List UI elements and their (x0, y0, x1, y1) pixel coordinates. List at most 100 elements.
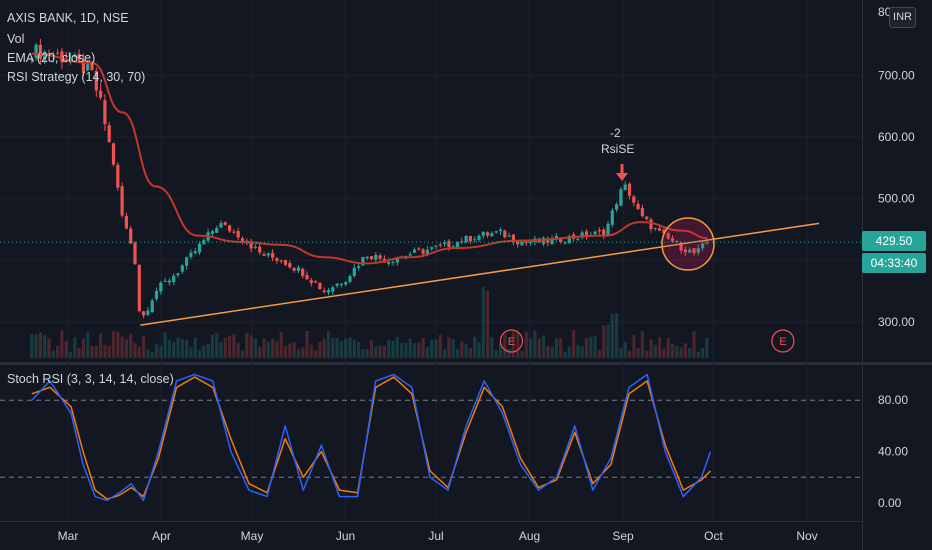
symbol-title[interactable]: AXIS BANK, 1D, NSE (7, 11, 129, 25)
volume-bar (352, 339, 356, 358)
candle-body (94, 70, 98, 91)
volume-bar (705, 337, 709, 358)
earnings-icon (771, 329, 795, 353)
candle-body (705, 242, 709, 244)
candle-body (408, 254, 412, 256)
volume-bar (150, 351, 154, 358)
candle-body (649, 219, 653, 230)
candle-body (236, 230, 240, 238)
volume-bar (486, 290, 490, 358)
candle-body (288, 263, 292, 268)
candle-body (640, 207, 645, 217)
volume-bar (271, 338, 275, 358)
volume-bar (249, 335, 253, 358)
support-trendline (140, 222, 820, 326)
candle-body (60, 51, 64, 63)
candle-body (314, 281, 318, 283)
volume-bar (206, 343, 210, 358)
candle-body (129, 228, 133, 244)
candle-body (451, 246, 455, 248)
candle-body (322, 290, 326, 292)
volume-bar (163, 332, 167, 358)
volume-bar (567, 346, 571, 358)
signal-arrow-icon (616, 173, 628, 181)
candle-body (645, 216, 649, 220)
candle-body (610, 210, 614, 225)
volume-bar (490, 337, 494, 358)
volume-bar (533, 330, 537, 358)
volume-bar (602, 325, 606, 358)
candle-body (455, 241, 460, 248)
volume-bar (357, 341, 361, 358)
volume-bar (314, 350, 318, 358)
candle-body (352, 267, 356, 276)
candle-body (580, 232, 584, 238)
volume-bar (696, 351, 700, 358)
candle-body (228, 225, 232, 232)
candle-body (503, 230, 507, 238)
earnings-icon (499, 329, 524, 353)
volume-bar (550, 346, 554, 358)
candle-body (662, 229, 666, 234)
candle-body (615, 204, 619, 210)
candle-body (627, 183, 632, 196)
candle-body (86, 64, 90, 71)
volume-bar (649, 339, 653, 358)
earnings-label: E (779, 336, 786, 348)
candle-body (305, 274, 309, 280)
volume-bar (438, 334, 442, 358)
candle-body (434, 245, 438, 247)
indicator-ema-label[interactable]: EMA (20, close) (7, 51, 96, 65)
candle-body (176, 273, 180, 276)
stoch-rsi-label[interactable]: Stoch RSI (3, 3, 14, 14, close) (7, 372, 174, 386)
candle-body (365, 256, 369, 259)
volume-bar (43, 335, 47, 358)
candle-body (632, 196, 636, 203)
candle-body (584, 231, 589, 238)
volume-bar (275, 341, 279, 358)
candle-body (679, 242, 683, 251)
volume-bar (99, 333, 103, 358)
volume-bar (146, 349, 150, 358)
stoch-tick-label: 0.00 (878, 496, 902, 510)
volume-bar (262, 338, 266, 358)
x-tick-label: Oct (704, 529, 723, 543)
volume-bar (468, 347, 473, 358)
signal-count-label: -2 (610, 126, 621, 140)
candle-body (197, 243, 202, 253)
volume-bar (632, 335, 636, 358)
volume-bar (404, 342, 408, 358)
candle-body (623, 184, 627, 190)
currency-button[interactable]: INR (889, 7, 916, 28)
candle-body (81, 59, 86, 74)
volume-bar (116, 332, 120, 358)
volume-bar (38, 332, 43, 358)
volume-bar (580, 346, 584, 358)
volume-bar (623, 342, 627, 358)
volume-bar (434, 339, 438, 358)
candle-body (421, 249, 425, 254)
volume-bar (619, 348, 623, 358)
candle-body (103, 100, 107, 125)
candle-body (283, 260, 288, 265)
candle-body (688, 249, 692, 253)
indicator-rsi-strategy-label[interactable]: RSI Strategy (14, 30, 70) (7, 70, 146, 84)
volume-bar (193, 337, 197, 358)
candle-body (232, 231, 236, 233)
candle-body (701, 243, 705, 249)
candle-body (99, 90, 103, 98)
volume-bar (675, 345, 679, 358)
candle-body (524, 241, 528, 243)
volume-bar (503, 333, 507, 358)
candle-body (412, 249, 417, 253)
volume-bar (610, 314, 614, 358)
volume-bar (77, 347, 81, 358)
volume-bar (636, 347, 640, 358)
volume-bar (412, 342, 417, 358)
indicator-vol-label[interactable]: Vol (7, 32, 25, 46)
candle-body (219, 223, 223, 228)
volume-bar (670, 343, 675, 358)
candle-body (369, 256, 374, 260)
volume-bar (296, 349, 301, 358)
